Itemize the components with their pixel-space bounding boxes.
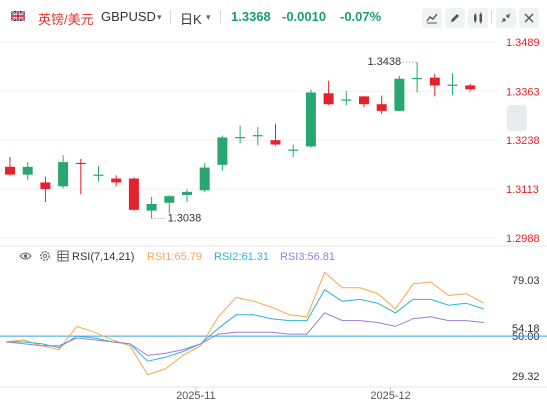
toolbar-divider: [220, 10, 221, 24]
candle-body: [217, 137, 228, 165]
candle-body: [429, 77, 440, 86]
low-price-annotation: 1.3038: [168, 212, 202, 224]
rsi-axis-label: 79.03: [512, 275, 540, 287]
rsi-series-line: [6, 288, 485, 362]
chart-toolbar: 英镑/美元 GBPUSD ▾ 日K ▾ 1.3368 -0.0010 -0.07…: [0, 0, 547, 34]
hide-indicator-icon[interactable]: [19, 250, 32, 264]
candle-body: [58, 162, 69, 187]
rsi-series-line: [5, 271, 485, 376]
rsi2-value: RSI2:61.31: [214, 251, 270, 263]
candle-body: [22, 166, 33, 175]
indicator-settings-icon[interactable]: [39, 250, 51, 265]
last-price: 1.3368: [231, 9, 271, 24]
price-axis-label: 1.3489: [506, 37, 540, 49]
candle-body: [252, 135, 263, 137]
candle-body: [93, 174, 104, 176]
candle-body: [270, 140, 281, 145]
collapse-icon: [501, 13, 511, 23]
candle-body: [323, 93, 334, 105]
candle-body: [447, 84, 458, 86]
candle-body: [465, 85, 476, 90]
candle-body: [341, 99, 352, 101]
candle-body: [305, 92, 316, 147]
candle-body: [40, 182, 51, 190]
candle-body: [376, 104, 387, 111]
price-axis-label: 1.3363: [506, 86, 540, 98]
price-axis-label: 1.3238: [506, 135, 540, 147]
rsi-series-line: [5, 312, 484, 356]
candle-body: [288, 149, 299, 151]
price-axis-label: 1.2988: [506, 233, 540, 245]
candle-body: [199, 167, 210, 191]
time-axis-label: 2025-11: [176, 390, 216, 402]
price-change: -0.0010: [282, 9, 327, 24]
candle-body: [146, 203, 157, 211]
toolbar-divider: [491, 10, 492, 24]
close-button[interactable]: [519, 8, 539, 28]
indicator-header: RSI(7,14,21) RSI1:65.79 RSI2:61.31 RSI3:…: [0, 247, 547, 267]
candle-body: [128, 178, 139, 210]
watermark-logo: [507, 105, 527, 131]
pair-code[interactable]: GBPUSD: [101, 9, 156, 24]
pair-dropdown-caret-icon[interactable]: ▾: [157, 12, 162, 22]
candle-body: [111, 178, 122, 183]
trend-line-button[interactable]: [422, 8, 442, 28]
candle-body: [412, 77, 423, 80]
close-icon: [524, 13, 534, 23]
timeframe-selector[interactable]: 日K: [180, 12, 202, 27]
candle-body: [164, 196, 175, 203]
candle-body: [394, 78, 405, 111]
toolbar-divider: [170, 10, 171, 24]
trend-line-icon: [426, 13, 438, 24]
candle-body: [75, 162, 86, 165]
rsi3-value: RSI3:56.81: [280, 251, 336, 263]
rsi-axis-label: 29.32: [512, 371, 540, 383]
time-axis-label: 2025-12: [370, 390, 410, 402]
candle-body: [359, 96, 369, 105]
rsi1-value: RSI1:65.79: [147, 251, 203, 263]
timeframe-dropdown-caret-icon[interactable]: ▾: [206, 12, 211, 22]
price-change-percent: -0.07%: [340, 9, 382, 24]
collapse-button[interactable]: [496, 8, 516, 28]
indicator-toggle-icon: [474, 12, 482, 24]
candle-body: [5, 166, 15, 175]
indicator-toggle-button[interactable]: [468, 8, 488, 28]
pair-name[interactable]: 英镑/美元: [38, 12, 94, 27]
candle-body: [235, 137, 246, 139]
high-price-annotation: 1.3438: [367, 56, 401, 68]
price-axis-label: 1.3113: [506, 184, 539, 196]
indicator-name: RSI(7,14,21): [72, 251, 135, 263]
rsi-axis-label: 54.18: [512, 323, 540, 335]
indicator-menu-icon[interactable]: [57, 250, 69, 265]
candle-body: [182, 191, 192, 195]
edit-icon: [451, 14, 459, 22]
edit-button[interactable]: [445, 8, 465, 28]
rsi-axis-label: 50.00: [512, 331, 540, 343]
uk-flag-icon: [11, 11, 25, 21]
